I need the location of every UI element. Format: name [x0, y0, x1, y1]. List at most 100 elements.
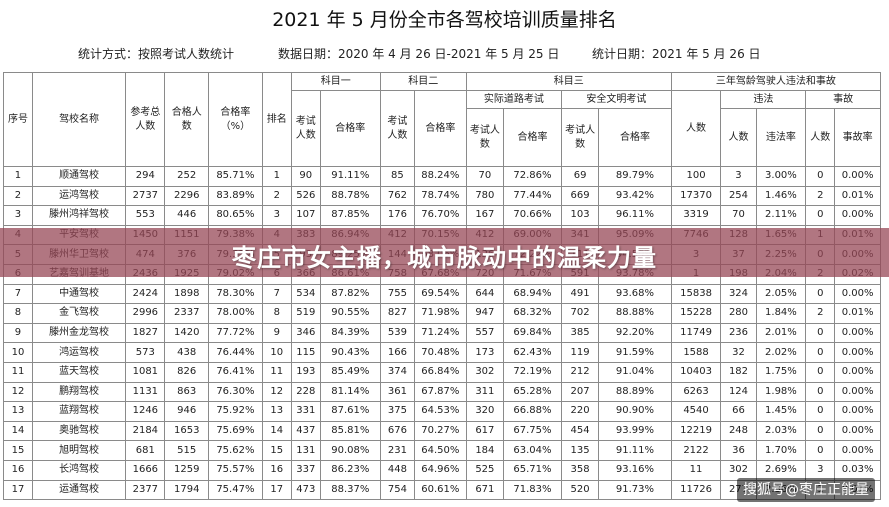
- table-cell: 681: [125, 440, 166, 461]
- table-cell: 76.44%: [207, 342, 263, 363]
- table-cell: 96.11%: [598, 205, 672, 226]
- table-cell: 0.00%: [834, 322, 881, 344]
- table-cell: 91.59%: [598, 342, 672, 363]
- table-cell: 75.62%: [207, 440, 263, 461]
- header-school: 驾校名称: [31, 72, 127, 167]
- table-cell: 金飞驾校: [31, 303, 127, 324]
- table-cell: 2.01%: [755, 322, 807, 344]
- table-cell: 85: [379, 166, 415, 187]
- table-cell: 0: [805, 381, 836, 403]
- table-cell: 119: [560, 342, 600, 363]
- table-cell: 13: [3, 401, 33, 422]
- table-cell: 294: [125, 166, 166, 187]
- table-cell: 1131: [125, 381, 166, 403]
- table-cell: 2122: [670, 440, 722, 461]
- table-cell: 184: [465, 440, 505, 461]
- header-shigu-people: 人数: [805, 108, 836, 167]
- table-cell: 84.39%: [319, 322, 381, 344]
- table-cell: 437: [290, 420, 321, 442]
- table-cell: 16: [3, 459, 33, 481]
- table-cell: 90.43%: [319, 342, 381, 363]
- table-cell: 70.48%: [413, 342, 467, 363]
- header-seq: 序号: [3, 72, 33, 167]
- table-cell: 87.61%: [319, 401, 381, 422]
- table-cell: 167: [465, 205, 505, 226]
- table-cell: 15838: [670, 283, 722, 305]
- table-cell: 78.30%: [207, 283, 263, 305]
- table-cell: 76.41%: [207, 361, 263, 383]
- table-cell: 70.66%: [503, 205, 562, 226]
- table-cell: 1: [3, 166, 33, 187]
- table-cell: 520: [560, 479, 600, 501]
- table-cell: 运鸿驾校: [31, 185, 127, 207]
- table-cell: 69: [560, 166, 600, 187]
- table-cell: 66: [720, 401, 757, 422]
- table-cell: 17370: [670, 185, 722, 207]
- table-cell: 280: [720, 303, 757, 324]
- stat-date: 统计日期：2021 年 5 月 26 日: [592, 47, 761, 61]
- header-pass: 合格人数: [164, 72, 209, 167]
- table-cell: 473: [290, 479, 321, 501]
- table-cell: 358: [560, 459, 600, 481]
- table-cell: 2: [805, 185, 836, 207]
- header-shigu: 事故: [805, 90, 881, 109]
- stat-method: 统计方式：按照考试人数统计: [78, 47, 235, 61]
- table-cell: 71.98%: [413, 303, 467, 324]
- table-cell: 70.27%: [413, 420, 467, 442]
- table-row: 13 蓝翔驾校 1246 946 75.92% 13 331 87.61% 375 64.53% 3…: [3, 401, 881, 422]
- table-cell: 0: [805, 283, 836, 305]
- table-cell: 66.88%: [503, 401, 562, 422]
- table-cell: 176: [379, 205, 415, 226]
- table-cell: 75.69%: [207, 420, 263, 442]
- table-cell: 1420: [164, 322, 209, 344]
- data-date: 数据日期：2020 年 4 月 26 日-2021 年 5 月 25 日: [278, 47, 560, 61]
- table-cell: 65.71%: [503, 459, 562, 481]
- table-cell: 88.24%: [413, 166, 467, 187]
- table-cell: 0: [805, 440, 836, 461]
- header-rate: 合格率（%）: [207, 72, 263, 167]
- table-cell: 11726: [670, 479, 722, 501]
- table-cell: 124: [720, 381, 757, 403]
- table-cell: 9: [3, 322, 33, 344]
- table-cell: 长鸿驾校: [31, 459, 127, 481]
- table-cell: 滕州鸿祥驾校: [31, 205, 127, 226]
- table-cell: 90.90%: [598, 401, 672, 422]
- header-safety-rate: 合格率: [598, 108, 672, 167]
- table-cell: 1.70%: [755, 440, 807, 461]
- table-row: 7 中通驾校 2424 1898 78.30% 7 534 87.82% 755 69.54% 64…: [3, 283, 881, 305]
- header-subject3: 科目三: [465, 72, 672, 91]
- table-cell: 448: [379, 459, 415, 481]
- table-cell: 93.99%: [598, 420, 672, 442]
- source-watermark: 搜狐号@枣庄正能量: [737, 478, 875, 502]
- table-cell: 75.92%: [207, 401, 263, 422]
- header-weifa-rate: 违法率: [755, 108, 807, 167]
- table-cell: 2996: [125, 303, 166, 324]
- table-cell: 87.85%: [319, 205, 381, 226]
- ranking-table-body: 1 顺通驾校 294 252 85.71% 1 90 91.11% 85 88.24% 70 72.8…: [3, 166, 881, 501]
- table-cell: 7: [261, 283, 292, 305]
- table-cell: 0: [805, 361, 836, 383]
- table-cell: 93.16%: [598, 459, 672, 481]
- table-cell: 3: [720, 166, 757, 187]
- table-cell: 0.00%: [834, 342, 881, 363]
- table-cell: 67.87%: [413, 381, 467, 403]
- header-subject2: 科目二: [379, 72, 467, 91]
- table-row: 1 顺通驾校 294 252 85.71% 1 90 91.11% 85 88.24% 70 72.8…: [3, 166, 881, 187]
- table-cell: 93.42%: [598, 185, 672, 207]
- table-cell: 0.01%: [834, 185, 881, 207]
- table-cell: 66.84%: [413, 361, 467, 383]
- table-cell: 72.86%: [503, 166, 562, 187]
- table-cell: 70: [465, 166, 505, 187]
- table-cell: 86.23%: [319, 459, 381, 481]
- table-cell: 1898: [164, 283, 209, 305]
- table-cell: 68.94%: [503, 283, 562, 305]
- table-cell: 12: [261, 381, 292, 403]
- table-cell: 78.00%: [207, 303, 263, 324]
- table-cell: 0.00%: [834, 166, 881, 187]
- table-cell: 12: [3, 381, 33, 403]
- table-cell: 91.11%: [319, 166, 381, 187]
- table-cell: 36: [720, 440, 757, 461]
- table-cell: 71.24%: [413, 322, 467, 344]
- table-cell: 0: [805, 322, 836, 344]
- table-cell: 2: [805, 303, 836, 324]
